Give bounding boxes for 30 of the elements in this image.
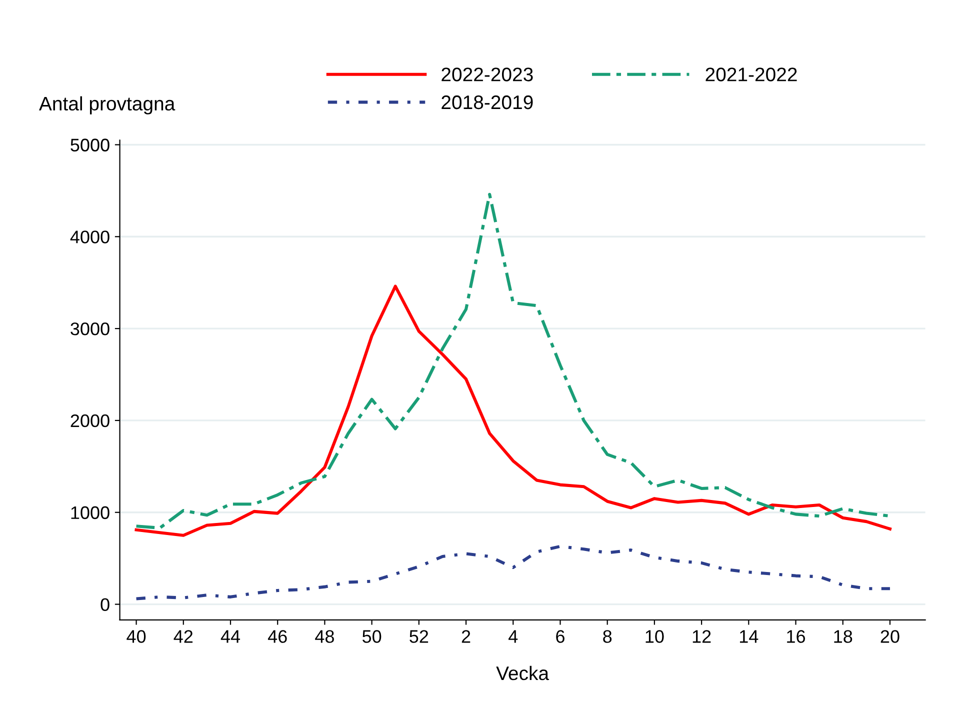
x-tick-label: 46 bbox=[268, 630, 287, 643]
x-tick-label: 20 bbox=[880, 630, 900, 643]
x-tick-label: 50 bbox=[362, 630, 382, 643]
line-series bbox=[134, 284, 892, 537]
y-tick-label: 2000 bbox=[70, 414, 110, 428]
x-tick-label: 52 bbox=[410, 630, 428, 643]
x-tick-label: 44 bbox=[220, 630, 240, 643]
x-tick-label: 18 bbox=[834, 630, 852, 643]
x-tick-label: 42 bbox=[174, 630, 193, 643]
y-tick-label: 3000 bbox=[70, 322, 110, 336]
x-tick-label: 12 bbox=[692, 630, 711, 643]
x-tick-label: 8 bbox=[603, 630, 612, 643]
legend-label: 2021-2022 bbox=[706, 68, 797, 82]
x-tick-label: 4 bbox=[508, 630, 518, 643]
x-tick-label: 16 bbox=[787, 630, 806, 643]
legend-label: 2022-2023 bbox=[442, 68, 533, 82]
y-axis-title: Antal provtagna bbox=[39, 96, 176, 114]
legend-label: 2018-2019 bbox=[442, 95, 533, 110]
line-series bbox=[134, 544, 892, 600]
x-tick-label: 2 bbox=[462, 630, 470, 643]
x-tick-label: 6 bbox=[556, 630, 564, 643]
x-tick-label: 10 bbox=[646, 630, 664, 643]
y-tick-label: 0 bbox=[100, 598, 110, 611]
x-axis-title: Vecka bbox=[496, 666, 550, 680]
y-tick-label: 4000 bbox=[70, 230, 110, 244]
x-tick-label: 48 bbox=[315, 630, 334, 643]
x-tick-label: 14 bbox=[740, 630, 758, 643]
y-tick-label: 5000 bbox=[70, 138, 110, 152]
y-tick-label: 1000 bbox=[71, 506, 110, 520]
x-tick-label: 40 bbox=[126, 630, 146, 643]
